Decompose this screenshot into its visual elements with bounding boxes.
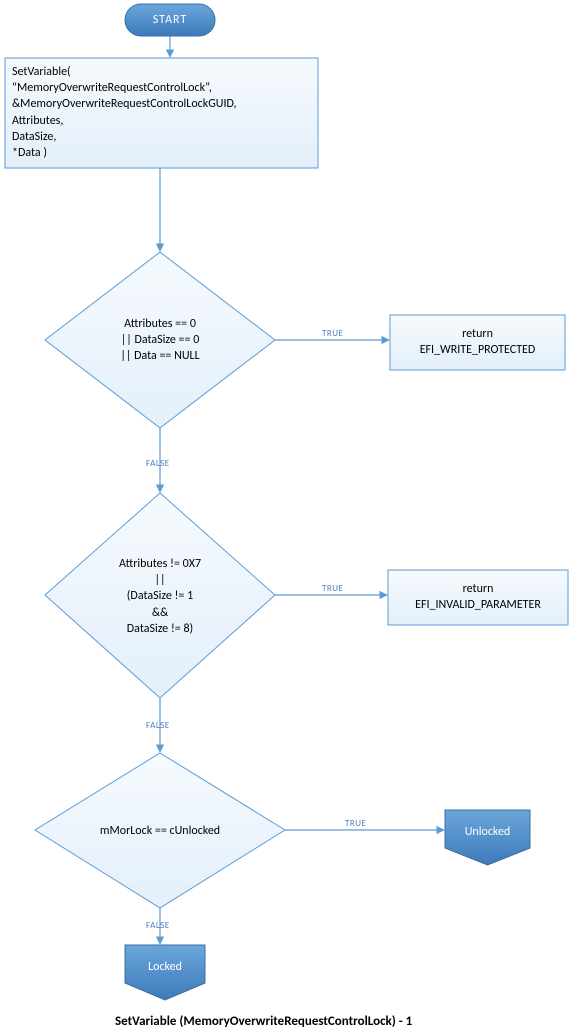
decision2-line: && bbox=[85, 605, 235, 621]
edge-label-false-2: FALSE bbox=[146, 720, 170, 731]
process1-line: SetVariable( bbox=[12, 64, 312, 80]
process1-line: DataSize, bbox=[12, 129, 312, 145]
process1-line: *Data ) bbox=[12, 145, 312, 161]
decision1-line: || DataSize == 0 bbox=[85, 332, 235, 348]
decision1-line: || Data == NULL bbox=[85, 348, 235, 364]
return1-text: return EFI_WRITE_PROTECTED bbox=[390, 326, 565, 358]
decision3-text: mMorLock == cUnlocked bbox=[60, 823, 260, 839]
decision2-line: Attributes != 0X7 bbox=[85, 556, 235, 572]
decision2-line: (DataSize != 1 bbox=[85, 588, 235, 604]
return2-text: return EFI_INVALID_PARAMETER bbox=[388, 581, 568, 613]
decision2-line: || bbox=[85, 572, 235, 588]
edge-label-true-1: TRUE bbox=[322, 328, 343, 339]
unlocked-label: Unlocked bbox=[445, 824, 530, 840]
edge-label-false-3: FALSE bbox=[146, 920, 170, 931]
start-label: START bbox=[125, 12, 215, 28]
decision2-line: DataSize != 8) bbox=[85, 621, 235, 637]
process1-text: SetVariable( “MemoryOverwriteRequestCont… bbox=[12, 64, 312, 161]
decision3-line: mMorLock == cUnlocked bbox=[60, 823, 260, 839]
return2-line: return bbox=[388, 581, 568, 597]
process1-line: “MemoryOverwriteRequestControlLock”, bbox=[12, 80, 312, 96]
figure-caption: SetVariable (MemoryOverwriteRequestContr… bbox=[115, 1014, 412, 1029]
edge-label-false-1: FALSE bbox=[146, 458, 170, 469]
return2-line: EFI_INVALID_PARAMETER bbox=[388, 597, 568, 613]
process1-line: &MemoryOverwriteRequestControlLockGUID, bbox=[12, 96, 312, 112]
return1-line: EFI_WRITE_PROTECTED bbox=[390, 342, 565, 358]
edge-label-true-3: TRUE bbox=[345, 818, 366, 829]
decision1-line: Attributes == 0 bbox=[85, 316, 235, 332]
locked-label: Locked bbox=[125, 959, 205, 975]
process1-line: Attributes, bbox=[12, 113, 312, 129]
return1-line: return bbox=[390, 326, 565, 342]
decision1-text: Attributes == 0 || DataSize == 0 || Data… bbox=[85, 316, 235, 365]
edge-label-true-2: TRUE bbox=[322, 583, 343, 594]
decision2-text: Attributes != 0X7 || (DataSize != 1 && D… bbox=[85, 556, 235, 637]
